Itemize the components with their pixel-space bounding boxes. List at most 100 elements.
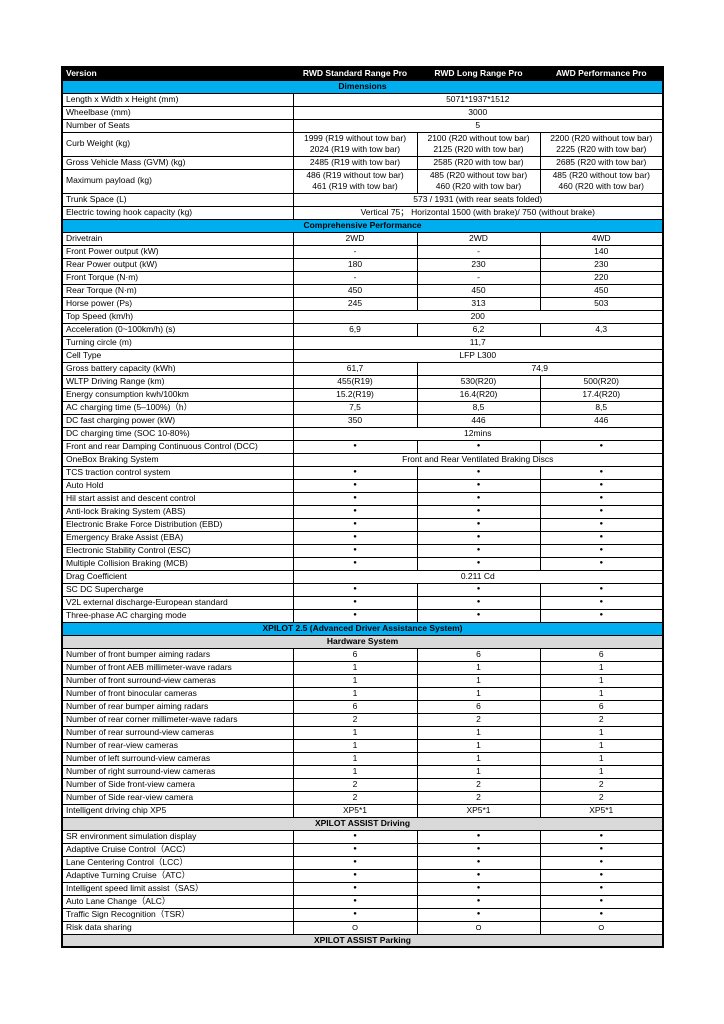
spec-cell: ● — [292, 491, 418, 506]
spec-row: Anti-lock Braking System (ABS) ● ● ● — [61, 504, 664, 519]
spec-cell: ● — [416, 829, 541, 844]
row-label: Electronic Brake Force Distribution (EBD… — [61, 517, 294, 532]
spec-cell: - — [292, 244, 418, 259]
spec-cell: ● — [292, 517, 418, 532]
row-label: Number of Side front-view camera — [61, 777, 294, 792]
spec-cell: 230 — [539, 257, 664, 272]
spec-row: Number of Side rear-view camera 2 2 2 — [61, 790, 664, 805]
row-label: Electric towing hook capacity (kg) — [61, 205, 294, 220]
spec-cell: 2 — [539, 777, 664, 792]
spec-cell: ● — [292, 829, 418, 844]
spec-cell: 1 — [292, 673, 418, 688]
row-label: Auto Hold — [61, 478, 294, 493]
spec-cell: 2WD — [416, 231, 541, 246]
row-label: Curb Weight (kg) — [61, 131, 294, 157]
spec-row: Trunk Space (L) 573 / 1931 (with rear sea… — [61, 192, 664, 207]
spec-row: Electric towing hook capacity (kg) Vertic… — [61, 205, 664, 220]
row-label: Number of left surround-view cameras — [61, 751, 294, 766]
spec-cell: 1 — [416, 738, 541, 753]
row-label: Intelligent driving chip XP5 — [61, 803, 294, 818]
spec-cell: ● — [539, 829, 664, 844]
spec-cell: ● — [292, 907, 418, 922]
row-label: Number of front bumper aiming radars — [61, 647, 294, 662]
spec-cell: 2 — [416, 790, 541, 805]
row-label: Number of Side rear-view camera — [61, 790, 294, 805]
spec-cell: 8,5 — [539, 400, 664, 415]
row-label: DC charging time (SOC 10-80%) — [61, 426, 294, 441]
spec-row: Number of Seats 5 — [61, 118, 664, 133]
row-label: Number of rear corner millimeter-wave ra… — [61, 712, 294, 727]
row-label: Turning circle (m) — [61, 335, 294, 350]
row-label: Drivetrain — [61, 231, 294, 246]
spec-cell: 180 — [292, 257, 418, 272]
spec-row: Hil start assist and descent control ● ● ● — [61, 491, 664, 506]
section-header: XPILOT ASSIST Driving — [61, 816, 664, 831]
spec-cell: ● — [416, 556, 541, 571]
spec-cell: ● — [292, 855, 418, 870]
row-label: Multiple Collision Braking (MCB) — [61, 556, 294, 571]
spec-cell: 5071*1937*1512 — [292, 92, 664, 107]
spec-row: SR environment simulation display ● ● ● — [61, 829, 664, 844]
row-label: Traffic Sign Recognition（TSR） — [61, 907, 294, 922]
spec-cell: 450 — [539, 283, 664, 298]
spec-cell: ● — [539, 465, 664, 480]
spec-cell: - — [292, 270, 418, 285]
spec-row: Curb Weight (kg) 1999 (R19 without tow ba… — [61, 131, 664, 157]
spec-row: Multiple Collision Braking (MCB) ● ● ● — [61, 556, 664, 571]
row-label: Number of Seats — [61, 118, 294, 133]
spec-row: Adaptive Cruise Control（ACC） ● ● ● — [61, 842, 664, 857]
spec-cell: 4WD — [539, 231, 664, 246]
spec-row: Number of Side front-view camera 2 2 2 — [61, 777, 664, 792]
spec-row: Drag Coefficient 0.211 Cd — [61, 569, 664, 584]
spec-cell: 1 — [539, 673, 664, 688]
spec-cell: ● — [539, 595, 664, 610]
spec-row: Auto Lane Change（ALC） ● ● ● — [61, 894, 664, 909]
spec-row: Electronic Stability Control (ESC) ● ● ● — [61, 543, 664, 558]
row-label: Hil start assist and descent control — [61, 491, 294, 506]
spec-cell: ● — [539, 439, 664, 454]
spec-cell: - — [416, 270, 541, 285]
spec-row: AC charging time (5–100%)（h） 7,5 8,5 8,5 — [61, 400, 664, 415]
spec-cell: ● — [292, 439, 418, 454]
row-label: Number of front binocular cameras — [61, 686, 294, 701]
spec-row: TCS traction control system ● ● ● — [61, 465, 664, 480]
row-label: Top Speed (km/h) — [61, 309, 294, 324]
row-label: WLTP Driving Range (km) — [61, 374, 294, 389]
spec-cell: 503 — [539, 296, 664, 311]
row-label: Gross Vehicle Mass (GVM) (kg) — [61, 155, 294, 170]
spec-cell: 6 — [416, 699, 541, 714]
spec-row: SC DC Supercharge ● ● ● — [61, 582, 664, 597]
row-label: Adaptive Turning Cruise（ATC） — [61, 868, 294, 883]
spec-cell: 15.2(R19) — [292, 387, 418, 402]
spec-cell: Vertical 75； Horizontal 1500 (with brake… — [292, 205, 664, 220]
spec-cell: 1 — [292, 660, 418, 675]
row-label: Maximum payload (kg) — [61, 168, 294, 194]
spec-cell: ● — [416, 491, 541, 506]
spec-cell: 1 — [539, 725, 664, 740]
row-label: Three-phase AC charging mode — [61, 608, 294, 623]
spec-cell: 5 — [292, 118, 664, 133]
section-row: Hardware System — [61, 634, 664, 649]
spec-cell: 6 — [292, 699, 418, 714]
spec-row: Top Speed (km/h) 200 — [61, 309, 664, 324]
spec-row: Electronic Brake Force Distribution (EBD… — [61, 517, 664, 532]
spec-cell: 61,7 — [292, 361, 418, 376]
spec-cell: 6 — [539, 699, 664, 714]
spec-cell: 1 — [539, 686, 664, 701]
spec-cell: ● — [292, 465, 418, 480]
row-label: Energy consumption kwh/100km — [61, 387, 294, 402]
row-label: Adaptive Cruise Control（ACC） — [61, 842, 294, 857]
spec-cell: 350 — [292, 413, 418, 428]
spec-cell: ● — [416, 530, 541, 545]
row-label: Wheelbase (mm) — [61, 105, 294, 120]
spec-row: Intelligent speed limit assist（SAS） ● ● ● — [61, 881, 664, 896]
row-label: Auto Lane Change（ALC） — [61, 894, 294, 909]
spec-cell: ● — [539, 608, 664, 623]
spec-cell: ● — [416, 907, 541, 922]
spec-row: Gross Vehicle Mass (GVM) (kg) 2485 (R19 w… — [61, 155, 664, 170]
spec-cell: ● — [539, 894, 664, 909]
row-label: OneBox Braking System — [61, 452, 294, 467]
spec-row: Gross battery capacity (kWh) 61,7 74,9 — [61, 361, 664, 376]
spec-cell: 1 — [416, 751, 541, 766]
